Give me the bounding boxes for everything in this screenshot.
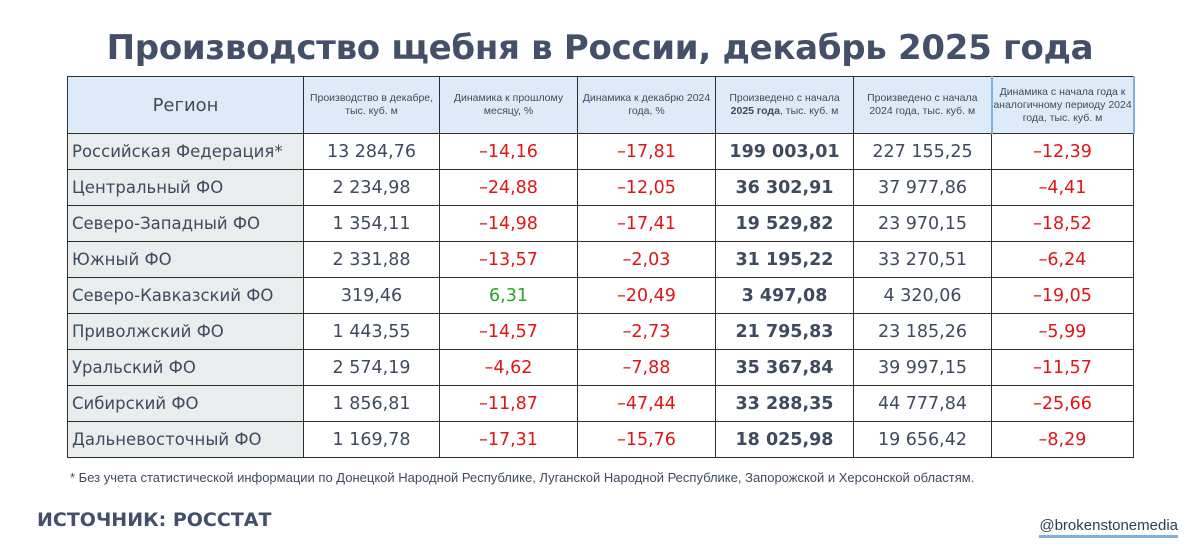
cell-region: Приволжский ФО [67, 313, 304, 350]
cell-prod-dec: 2 234,98 [303, 169, 440, 206]
cell-mom: –17,31 [439, 421, 578, 458]
cell-ytd-change: –8,29 [991, 421, 1134, 458]
cell-region: Уральский ФО [67, 349, 304, 386]
header-region: Регион [67, 76, 304, 134]
cell-prod-dec: 2 331,88 [303, 241, 440, 278]
cell-ytd-2024: 19 656,42 [853, 421, 992, 458]
cell-ytd-change: –6,24 [991, 241, 1134, 278]
cell-ytd-2025: 19 529,82 [715, 205, 854, 242]
header-mom: Динамика к прошлому месяцу, % [439, 76, 578, 134]
cell-ytd-2025: 31 195,22 [715, 241, 854, 278]
cell-ytd-2025: 36 302,91 [715, 169, 854, 206]
page-title: Производство щебня в России, декабрь 202… [106, 28, 1094, 68]
cell-region: Российская Федерация* [67, 133, 304, 170]
cell-yoy: –47,44 [577, 385, 716, 422]
data-table: Регион Производство в декабре, тыс. куб.… [67, 76, 1135, 458]
cell-mom: –14,57 [439, 313, 578, 350]
header-prod-dec: Производство в декабре, тыс. куб. м [303, 76, 440, 134]
cell-ytd-2024: 33 270,51 [853, 241, 992, 278]
cell-ytd-2025: 18 025,98 [715, 421, 854, 458]
table-row: Уральский ФО 2 574,19 –4,62 –7,88 35 367,84 3… [67, 349, 1134, 386]
cell-ytd-change: –4,41 [991, 169, 1134, 206]
cell-region: Северо-Кавказский ФО [67, 277, 304, 314]
cell-mom: –14,98 [439, 205, 578, 242]
cell-yoy: –2,03 [577, 241, 716, 278]
cell-ytd-change: –18,52 [991, 205, 1134, 242]
cell-ytd-2025: 3 497,08 [715, 277, 854, 314]
cell-prod-dec: 1 856,81 [303, 385, 440, 422]
table-row: Дальневосточный ФО 1 169,78 –17,31 –15,76 18… [67, 421, 1134, 458]
cell-prod-dec: 1 169,78 [303, 421, 440, 458]
table-row: Северо-Западный ФО 1 354,11 –14,98 –17,41 19… [67, 205, 1134, 242]
cell-mom: –14,16 [439, 133, 578, 170]
table-row: Приволжский ФО 1 443,55 –14,57 –2,73 21 795,… [67, 313, 1134, 350]
cell-ytd-2025: 35 367,84 [715, 349, 854, 386]
cell-yoy: –17,81 [577, 133, 716, 170]
cell-prod-dec: 1 354,11 [303, 205, 440, 242]
cell-ytd-change: –19,05 [991, 277, 1134, 314]
cell-yoy: –17,41 [577, 205, 716, 242]
cell-region: Северо-Западный ФО [67, 205, 304, 242]
table-row: Российская Федерация* 13 284,76 –14,16 –17,… [67, 133, 1134, 170]
cell-mom: –4,62 [439, 349, 578, 386]
header-ytd-2025-post: , тыс. куб. м [779, 105, 839, 117]
table-header-row: Регион Производство в декабре, тыс. куб.… [67, 76, 1135, 134]
table-row: Северо-Кавказский ФО 319,46 6,31 –20,49 3 49… [67, 277, 1134, 314]
cell-yoy: –20,49 [577, 277, 716, 314]
cell-ytd-2024: 4 320,06 [853, 277, 992, 314]
cell-ytd-2024: 23 185,26 [853, 313, 992, 350]
cell-ytd-change: –11,57 [991, 349, 1134, 386]
cell-ytd-change: –5,99 [991, 313, 1134, 350]
cell-yoy: –15,76 [577, 421, 716, 458]
table-row: Сибирский ФО 1 856,81 –11,87 –47,44 33 288,3… [67, 385, 1134, 422]
header-ytd-2024: Произведено с начала 2024 года, тыс. куб… [853, 76, 992, 134]
cell-mom: –13,57 [439, 241, 578, 278]
header-ytd-2025-year: 2025 года [730, 105, 780, 117]
cell-mom: –11,87 [439, 385, 578, 422]
header-ytd-change: Динамика с начала года к аналогичному пе… [990, 76, 1135, 134]
cell-ytd-2024: 227 155,25 [853, 133, 992, 170]
table-row: Центральный ФО 2 234,98 –24,88 –12,05 36 302… [67, 169, 1134, 206]
cell-ytd-2024: 37 977,86 [853, 169, 992, 206]
social-handle: @brokenstonemedia [1039, 517, 1178, 538]
source-label: ИСТОЧНИК: РОССТАТ [37, 509, 272, 531]
cell-ytd-2025: 33 288,35 [715, 385, 854, 422]
cell-prod-dec: 1 443,55 [303, 313, 440, 350]
cell-ytd-change: –25,66 [991, 385, 1134, 422]
cell-region: Центральный ФО [67, 169, 304, 206]
cell-yoy: –12,05 [577, 169, 716, 206]
table-row: Южный ФО 2 331,88 –13,57 –2,03 31 195,22 33 2… [67, 241, 1134, 278]
cell-prod-dec: 319,46 [303, 277, 440, 314]
cell-prod-dec: 2 574,19 [303, 349, 440, 386]
cell-yoy: –7,88 [577, 349, 716, 386]
cell-ytd-2024: 23 970,15 [853, 205, 992, 242]
footnote: * Без учета статистической информации по… [70, 470, 975, 485]
header-ytd-2025-pre: Произведено с начала [729, 92, 840, 104]
cell-ytd-2024: 44 777,84 [853, 385, 992, 422]
cell-ytd-2025: 21 795,83 [715, 313, 854, 350]
cell-region: Дальневосточный ФО [67, 421, 304, 458]
cell-mom: 6,31 [439, 277, 578, 314]
cell-mom: –24,88 [439, 169, 578, 206]
cell-yoy: –2,73 [577, 313, 716, 350]
cell-region: Сибирский ФО [67, 385, 304, 422]
cell-prod-dec: 13 284,76 [303, 133, 440, 170]
header-yoy: Динамика к декабрю 2024 года, % [577, 76, 716, 134]
cell-ytd-2025: 199 003,01 [715, 133, 854, 170]
cell-ytd-2024: 39 997,15 [853, 349, 992, 386]
cell-ytd-change: –12,39 [991, 133, 1134, 170]
header-ytd-2025: Произведено с начала 2025 года, тыс. куб.… [715, 76, 854, 134]
cell-region: Южный ФО [67, 241, 304, 278]
